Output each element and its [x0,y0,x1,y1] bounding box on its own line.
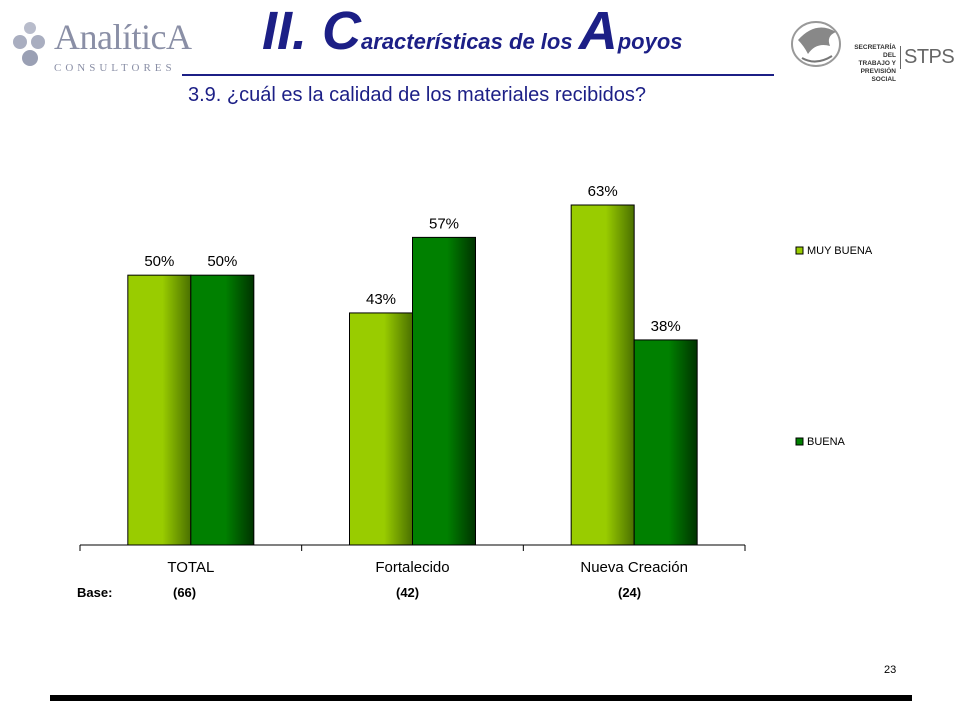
category-label: Fortalecido [375,559,449,576]
title-part-mid: aracterísticas de los [361,29,579,54]
analitica-logo: AnalíticA CONSULTORES [10,12,192,78]
data-label: 57% [429,215,459,232]
stps-text: STPS [900,46,955,69]
bar-buena-1 [412,236,476,546]
page-subtitle: 3.9. ¿cuál es la calidad de los material… [188,84,647,106]
bar-buena-0 [190,274,255,546]
bar-buena-2 [633,339,698,546]
title-part-end: poyos [617,29,683,54]
legend-label: MUY BUENA [807,245,873,257]
data-label: 63% [588,183,618,200]
footer-rule [50,695,912,701]
title-part-a: A [578,1,618,61]
stps-logo: SECRETARÍA DEL TRABAJO Y PREVISIÓN SOCIA… [786,12,955,83]
data-label: 50% [207,253,237,270]
logo-circles-icon [13,22,45,66]
base-label: Base: [77,585,113,600]
bar-muy-buena-0 [127,274,192,546]
data-label: 43% [366,291,396,308]
logo-left-sub: CONSULTORES [54,62,176,74]
bar-muy-buena-1 [349,312,413,546]
bar-muy-buena-2 [570,204,635,546]
title-part-roman: II. [262,1,323,61]
page-number: 23 [884,664,897,676]
data-label: 50% [144,253,174,270]
sec-line-3: PREVISIÓN SOCIAL [860,68,896,83]
base-value-fortalecido: (42) [396,585,420,600]
base-value-nueva: (24) [618,585,642,600]
page-title: II. Características de los Apoyos [262,4,683,58]
sec-line-1: SECRETARÍA DEL [854,44,896,59]
legend-swatch [795,437,804,446]
eagle-emblem-icon [791,21,841,67]
category-label: Nueva Creación [580,559,688,576]
base-value-total: (66) [173,585,197,600]
category-label: TOTAL [167,559,214,576]
data-label: 38% [651,318,681,335]
legend-label: BUENA [807,436,846,448]
sec-line-2: TRABAJO Y [858,60,896,67]
logo-left-name: AnalíticA [54,17,192,57]
title-part-c: C [322,1,362,61]
legend-swatch [795,246,804,255]
title-divider [182,74,774,76]
secretaria-text: SECRETARÍA DEL TRABAJO Y PREVISIÓN SOCIA… [846,44,896,84]
